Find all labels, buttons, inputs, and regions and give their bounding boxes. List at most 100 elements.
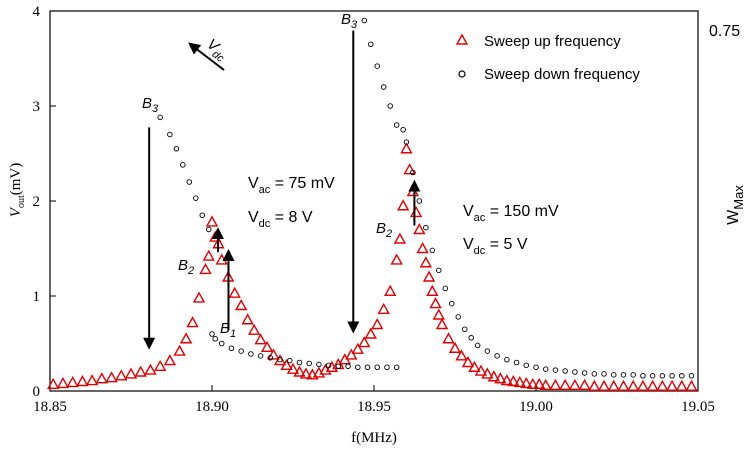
label-b3-left-sub: 3 [152, 103, 159, 115]
right-vac-sub: ac [474, 212, 486, 224]
sweep-down-point [257, 353, 264, 359]
sweep-down-point [206, 226, 212, 233]
data-marks [47, 17, 698, 391]
sweep-down-point [368, 41, 374, 48]
sweep-up-point [393, 232, 407, 244]
sweep-up-point [163, 354, 177, 366]
sweep-down-point [659, 373, 666, 379]
sweep-up-point [205, 215, 219, 227]
sweep-up-point [413, 223, 426, 235]
y-tick-label: 3 [33, 99, 41, 115]
label-b2-right-sub: 2 [385, 228, 392, 240]
x-tick-label: 19.00 [519, 399, 553, 415]
x-tick-label: 19.05 [681, 399, 715, 415]
sweep-up-point [179, 332, 193, 344]
sweep-up-point [409, 205, 423, 218]
left-vac-main: V [248, 175, 259, 192]
sweep-down-point [228, 345, 235, 352]
sweep-up-point [646, 379, 659, 391]
sweep-down-point [287, 357, 293, 364]
sweep-up-point [134, 365, 147, 377]
sweep-down-point [167, 131, 173, 138]
x-tick-label: 18.90 [195, 399, 229, 415]
sweep-up-point [144, 363, 157, 375]
y-tick-label: 0 [33, 384, 41, 400]
sweep-down-point [533, 364, 539, 371]
sweep-up-point [558, 378, 572, 390]
sweep-up-point [520, 376, 533, 389]
sweep-up-point [85, 374, 99, 386]
sweep-up-point [267, 348, 280, 360]
sweep-up-point [384, 284, 397, 296]
sweep-up-point [364, 327, 377, 339]
sweep-down-point [449, 300, 455, 307]
sweep-up-point [215, 253, 228, 265]
legend-circle-marker [458, 70, 466, 78]
sweep-down-point [374, 364, 380, 371]
sweep-up-point [597, 379, 611, 391]
sweep-up-point [487, 370, 501, 382]
sweep-down-point [620, 372, 627, 378]
sweep-up-point [533, 377, 546, 390]
sweep-up-point [607, 379, 620, 391]
sweep-up-point [241, 313, 254, 325]
sweep-up-point [426, 284, 439, 296]
sweep-up-point [675, 379, 688, 391]
sweep-up-point [56, 376, 70, 389]
sweep-up-point [526, 377, 539, 390]
sweep-down-point [393, 122, 400, 128]
y-tick-label: 2 [33, 194, 41, 210]
sweep-down-point [679, 373, 685, 379]
sweep-up-point [254, 333, 267, 345]
sweep-down-point [669, 373, 675, 379]
sweep-down-point [423, 224, 429, 231]
sweep-up-point [234, 299, 248, 311]
sweep-down-point [355, 364, 361, 371]
legend-label-sweep-down: Sweep down frequency [484, 66, 640, 83]
right-axis-title-sub: Max [731, 185, 746, 210]
sweep-up-point [280, 358, 293, 371]
sweep-down-point [277, 356, 283, 363]
sweep-down-point [461, 326, 468, 333]
sweep-up-point [461, 356, 475, 368]
sweep-up-point [124, 367, 138, 379]
sweep-up-point [656, 379, 669, 391]
sweep-down-point [429, 247, 436, 254]
sweep-down-point [484, 348, 491, 354]
label-b1-left: B1 [220, 320, 236, 340]
sweep-down-point [523, 362, 530, 369]
sweep-up-point [371, 318, 384, 330]
sweep-up-point [390, 253, 403, 265]
sweep-down-point [345, 363, 351, 370]
sweep-up-point [627, 379, 640, 391]
sweep-up-point [186, 316, 199, 328]
sweep-up-point [578, 378, 591, 390]
sweep-up-point [153, 359, 167, 371]
sweep-up-point [455, 349, 468, 361]
sweep-down-point [468, 335, 474, 341]
sweep-down-point [209, 331, 215, 337]
sweep-up-point [617, 379, 630, 391]
sweep-down-point [572, 369, 578, 375]
sweep-down-point [455, 314, 461, 320]
sweep-down-point [393, 364, 400, 371]
label-b1-left-sub: 1 [230, 328, 236, 340]
sweep-up-point [406, 185, 420, 197]
label-b3-right-main: B [341, 11, 351, 28]
sweep-down-point [361, 17, 368, 24]
label-b2-right: B2 [376, 220, 392, 240]
y-tick-label: 1 [33, 289, 41, 305]
left-vac-param: Vac = 75 mV [248, 175, 335, 196]
sweep-up-point [494, 372, 507, 384]
right-vdc-main: V [463, 236, 474, 253]
sweep-down-point [410, 169, 416, 176]
sweep-up-point [192, 291, 206, 303]
sweep-up-point [588, 379, 601, 391]
right-vac-param: Vac = 150 mV [463, 203, 559, 224]
sweep-up-point [549, 378, 562, 390]
sweep-up-point [377, 302, 390, 314]
sweep-up-point [416, 242, 429, 254]
sweep-down-point [364, 364, 371, 371]
sweep-down-point [157, 114, 163, 121]
